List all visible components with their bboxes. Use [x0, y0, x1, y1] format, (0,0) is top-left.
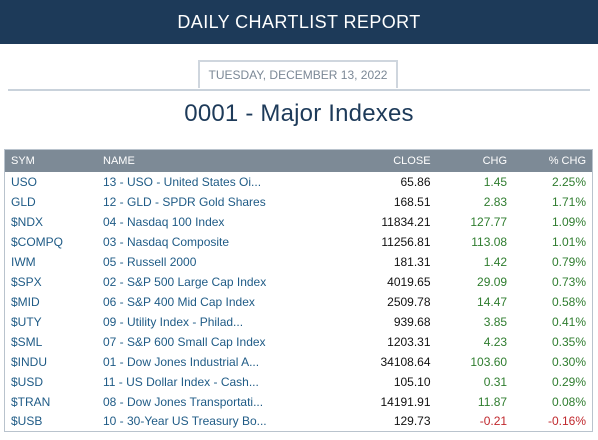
divider	[8, 89, 590, 91]
close-value: 939.68	[393, 314, 431, 329]
close-value: 168.51	[393, 194, 431, 209]
table-row[interactable]: $SML 07 - S&P 600 Small Cap Index 1203.31 4…	[5, 332, 593, 352]
symbol-link[interactable]: $SPX	[11, 274, 42, 289]
date-section: TUESDAY, DECEMBER 13, 2022	[0, 44, 598, 91]
name-link[interactable]: 12 - GLD - SPDR Gold Shares	[103, 194, 266, 209]
table-row[interactable]: $TRAN 08 - Dow Jones Transportati... 14191…	[5, 392, 593, 412]
chartlist-table: SYM NAME CLOSE CHG % CHG USO 13 - USO - U…	[4, 149, 593, 432]
table-header-row: SYM NAME CLOSE CHG % CHG	[4, 149, 593, 172]
symbol-link[interactable]: $USB	[11, 414, 43, 429]
symbol-link[interactable]: $USD	[11, 374, 44, 389]
column-header-pct-chg[interactable]: % CHG	[548, 154, 586, 167]
percent-change-value: 1.09%	[551, 214, 586, 229]
name-link[interactable]: 10 - 30-Year US Treasury Bo...	[103, 414, 267, 429]
symbol-link[interactable]: $TRAN	[11, 394, 51, 409]
percent-change-value: -0.16%	[547, 414, 586, 429]
column-header-name[interactable]: NAME	[103, 154, 135, 167]
table-row[interactable]: $MID 06 - S&P 400 Mid Cap Index 2509.78 14.…	[5, 292, 593, 312]
symbol-link[interactable]: $SML	[11, 334, 43, 349]
close-value: 11834.21	[381, 214, 431, 229]
chartlist-title: 0001 - Major Indexes	[184, 100, 414, 127]
name-link[interactable]: 02 - S&P 500 Large Cap Index	[103, 274, 267, 289]
symbol-link[interactable]: $NDX	[11, 214, 44, 229]
close-value: 105.10	[393, 374, 431, 389]
table-row[interactable]: $COMPQ 03 - Nasdaq Composite 11256.81 113.0…	[5, 232, 593, 252]
percent-change-value: 1.71%	[551, 194, 586, 209]
column-header-chg[interactable]: CHG	[482, 154, 508, 167]
symbol-link[interactable]: $INDU	[11, 354, 48, 369]
percent-change-value: 1.01%	[551, 234, 586, 249]
close-value: 129.73	[393, 414, 431, 429]
percent-change-value: 2.25%	[551, 174, 586, 189]
name-link[interactable]: 07 - S&P 600 Small Cap Index	[103, 334, 266, 349]
close-value: 181.31	[393, 254, 431, 269]
close-value: 14191.91	[380, 394, 431, 409]
change-value: 4.23	[483, 334, 508, 349]
percent-change-value: 0.58%	[551, 294, 586, 309]
change-value: 0.31	[483, 374, 508, 389]
change-value: 127.77	[470, 214, 508, 229]
report-banner: DAILY CHARTLIST REPORT	[0, 0, 598, 44]
table-row[interactable]: USO 13 - USO - United States Oi... 65.86 1.…	[5, 172, 593, 192]
table-row[interactable]: IWM 05 - Russell 2000 181.31 1.42 0.79%	[5, 252, 593, 272]
table-row[interactable]: $USD 11 - US Dollar Index - Cash... 105.10…	[5, 372, 593, 392]
table-row[interactable]: GLD 12 - GLD - SPDR Gold Shares 168.51 2.83…	[5, 192, 593, 212]
close-value: 2509.78	[387, 294, 431, 309]
report-title: DAILY CHARTLIST REPORT	[177, 11, 421, 32]
close-value: 4019.65	[387, 274, 431, 289]
change-value: 1.45	[483, 174, 508, 189]
symbol-link[interactable]: $MID	[11, 294, 40, 309]
change-value: -0.21	[479, 414, 508, 429]
percent-change-value: 0.35%	[551, 334, 586, 349]
change-value: 113.08	[471, 234, 508, 249]
name-link[interactable]: 05 - Russell 2000	[103, 254, 197, 269]
close-value: 34108.64	[380, 354, 431, 369]
symbol-link[interactable]: IWM	[11, 254, 36, 269]
name-link[interactable]: 08 - Dow Jones Transportati...	[103, 394, 264, 409]
change-value: 103.60	[470, 354, 508, 369]
column-header-sym[interactable]: SYM	[11, 154, 35, 167]
name-link[interactable]: 03 - Nasdaq Composite	[103, 234, 230, 249]
name-link[interactable]: 06 - S&P 400 Mid Cap Index	[103, 294, 255, 309]
name-link[interactable]: 09 - Utility Index - Philad...	[103, 314, 244, 329]
symbol-link[interactable]: GLD	[11, 194, 36, 209]
change-value: 11.87	[477, 394, 508, 409]
change-value: 14.47	[477, 294, 508, 309]
change-value: 3.85	[483, 314, 508, 329]
percent-change-value: 0.30%	[551, 354, 586, 369]
table-row[interactable]: $USB 10 - 30-Year US Treasury Bo... 129.73…	[5, 412, 593, 432]
percent-change-value: 0.79%	[551, 254, 586, 269]
name-link[interactable]: 13 - USO - United States Oi...	[103, 174, 262, 189]
column-header-close[interactable]: CLOSE	[393, 154, 431, 167]
percent-change-value: 0.73%	[551, 274, 586, 289]
name-link[interactable]: 04 - Nasdaq 100 Index	[103, 214, 225, 229]
change-value: 1.42	[483, 254, 508, 269]
percent-change-value: 0.08%	[551, 394, 586, 409]
percent-change-value: 0.29%	[551, 374, 586, 389]
name-link[interactable]: 11 - US Dollar Index - Cash...	[103, 374, 259, 389]
table-row[interactable]: $SPX 02 - S&P 500 Large Cap Index 4019.65 2…	[5, 272, 593, 292]
table-row[interactable]: $INDU 01 - Dow Jones Industrial A... 34108…	[5, 352, 593, 372]
close-value: 65.86	[400, 174, 431, 189]
change-value: 29.09	[477, 274, 508, 289]
change-value: 2.83	[483, 194, 508, 209]
symbol-link[interactable]: $UTY	[11, 314, 42, 329]
percent-change-value: 0.41%	[551, 314, 586, 329]
close-value: 1203.31	[387, 334, 431, 349]
close-value: 11256.81	[381, 234, 431, 249]
table-row[interactable]: $NDX 04 - Nasdaq 100 Index 11834.21 127.77 1…	[5, 212, 593, 232]
symbol-link[interactable]: USO	[11, 174, 38, 189]
name-link[interactable]: 01 - Dow Jones Industrial A...	[103, 354, 260, 369]
symbol-link[interactable]: $COMPQ	[11, 234, 64, 249]
table-row[interactable]: $UTY 09 - Utility Index - Philad... 939.68…	[5, 312, 593, 332]
report-date: TUESDAY, DECEMBER 13, 2022	[198, 60, 398, 88]
